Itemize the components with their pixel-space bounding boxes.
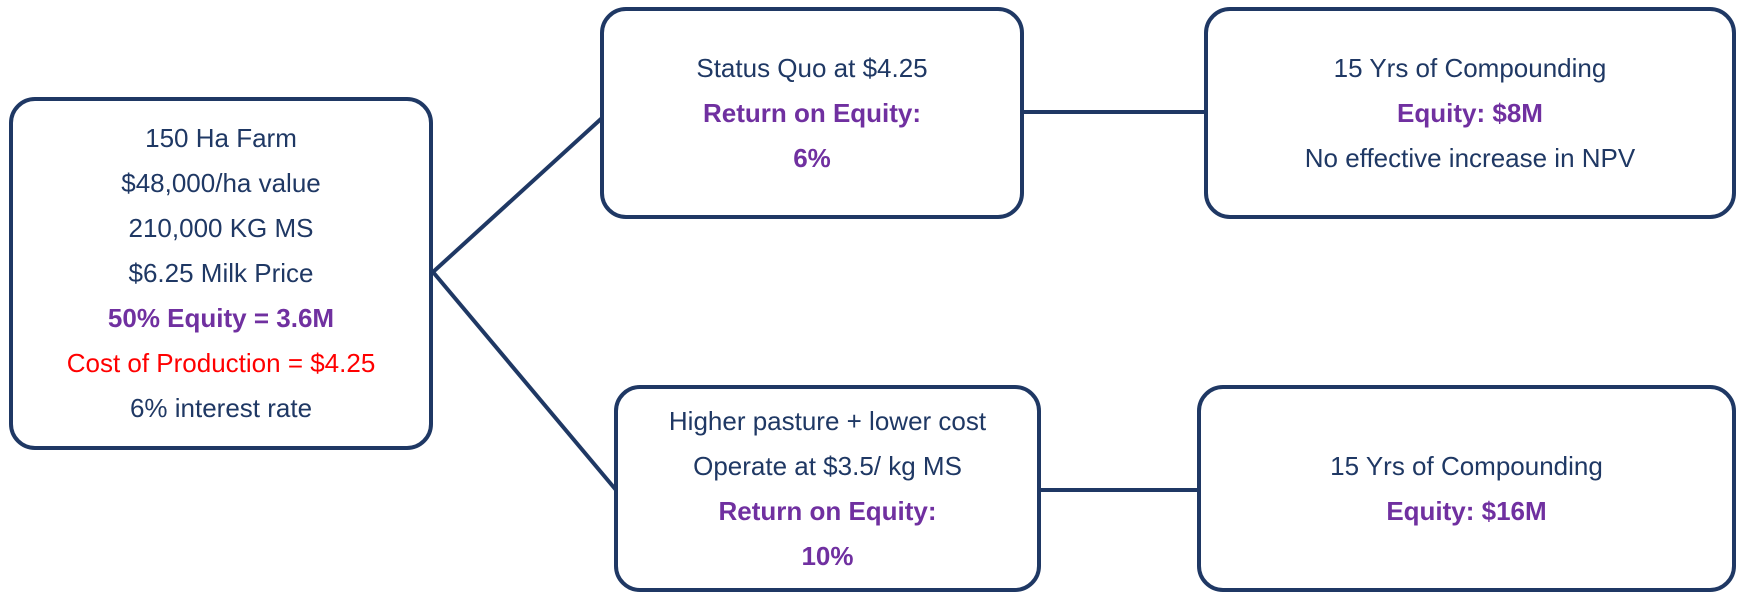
node-text: 15 Yrs of Compounding: [1330, 450, 1603, 481]
node-text: 6% interest rate: [129, 393, 313, 423]
node: 15 Yrs of Compounding Equity: $8M No effec…: [1204, 7, 1736, 219]
node: Status Quo at $4.25 Return on Equity: 6%: [600, 7, 1024, 219]
node: 15 Yrs of Compounding Equity: $16M: [1197, 385, 1736, 592]
node-text: 50% Equity = 3.6M: [107, 303, 335, 333]
node-text: Higher pasture + lower cost: [668, 405, 987, 436]
node: 150 Ha Farm $48,000/ha value 210,000 KG MS…: [9, 97, 433, 450]
node-text: 15 Yrs of Compounding: [1333, 52, 1607, 83]
node-text: Operate at $3.5/ kg MS: [693, 450, 962, 481]
node-text: 150 Ha Farm: [145, 123, 297, 153]
node-text: Cost of Production = $4.25: [66, 348, 376, 378]
node-text: $6.25 Milk Price: [128, 258, 314, 288]
node-text: $48,000/ha value: [121, 168, 321, 198]
node-text: Equity: $16M: [1386, 495, 1547, 526]
connector: [431, 270, 618, 492]
node: Higher pasture + lower cost Operate at $3…: [614, 385, 1041, 592]
node-text: Equity: $8M: [1397, 97, 1543, 128]
node-text: 10%: [801, 540, 854, 571]
node-text: Status Quo at $4.25: [696, 52, 928, 83]
node-text: 210,000 KG MS: [128, 213, 314, 243]
connector: [431, 116, 604, 274]
node-text: No effective increase in NPV: [1304, 142, 1636, 173]
node-text: Return on Equity:: [718, 495, 937, 526]
node-text: 6%: [793, 142, 831, 173]
node-text: Return on Equity:: [702, 97, 922, 128]
